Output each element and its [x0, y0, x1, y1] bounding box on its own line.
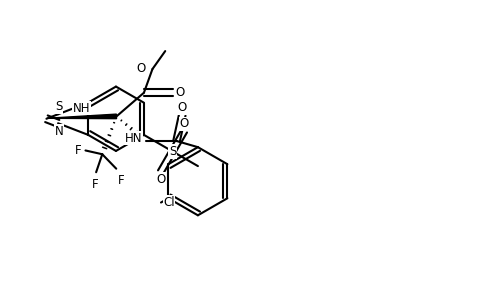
- Text: F: F: [91, 178, 98, 191]
- Text: S: S: [55, 100, 62, 113]
- Text: F: F: [75, 144, 81, 157]
- Text: S: S: [169, 145, 176, 158]
- Text: O: O: [178, 101, 187, 114]
- Text: O: O: [180, 117, 189, 130]
- Text: F: F: [118, 175, 125, 188]
- Text: HN: HN: [125, 132, 142, 145]
- Text: N: N: [54, 125, 64, 138]
- Text: Cl: Cl: [163, 196, 175, 209]
- Polygon shape: [47, 114, 117, 119]
- Text: O: O: [156, 173, 165, 186]
- Text: O: O: [136, 62, 145, 75]
- Text: NH: NH: [73, 102, 90, 114]
- Text: O: O: [175, 86, 185, 99]
